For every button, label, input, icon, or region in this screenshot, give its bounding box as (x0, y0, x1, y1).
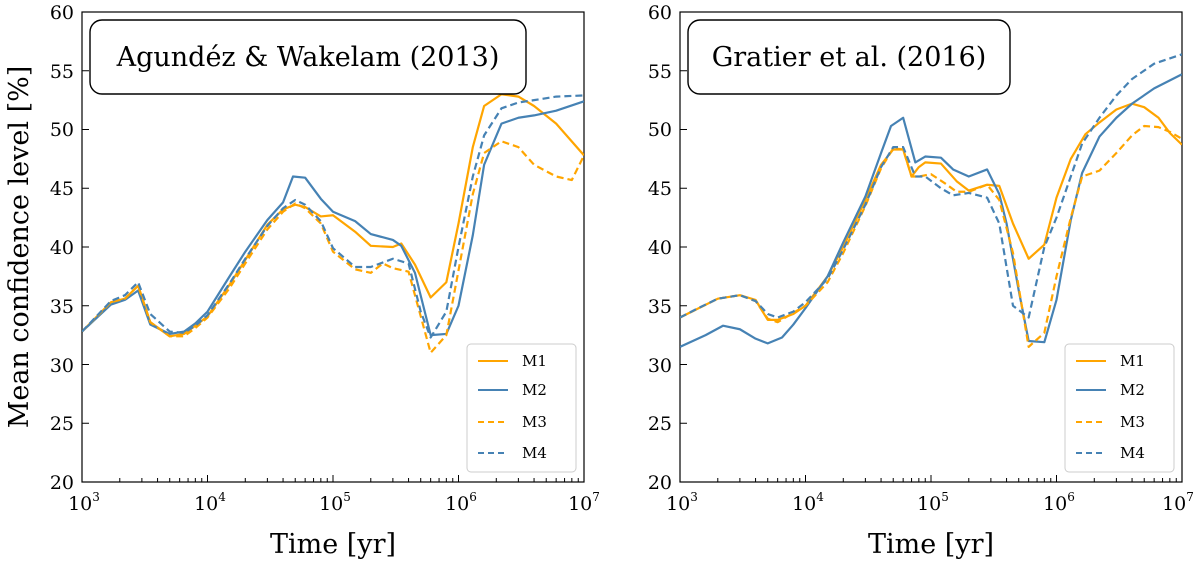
legend-label: M2 (1120, 381, 1145, 399)
series-line-m4 (82, 94, 584, 339)
series-line-m2 (82, 100, 584, 337)
xtick-label: 103 (666, 490, 698, 515)
legend-label: M4 (1120, 444, 1145, 462)
right-panel: 20 25 30 35 40 45 50 55 60 103 104 105 1… (648, 2, 1194, 560)
ytick-label: 50 (50, 119, 74, 141)
right-ytick-labels: 20 25 30 35 40 45 50 55 60 (648, 2, 672, 494)
ytick-label: 50 (648, 119, 672, 141)
xtick-label: 107 (1162, 490, 1194, 515)
right-legend: M1 M2 M3 M4 (1064, 343, 1175, 473)
right-xtick-labels: 103 104 105 106 107 (666, 490, 1194, 515)
series-line-m3 (82, 140, 584, 354)
right-title-box (687, 19, 1011, 95)
left-legend: M1 M2 M3 M4 (466, 343, 577, 473)
left-title-box (89, 19, 527, 95)
ytick-label: 25 (50, 413, 74, 435)
xtick-label: 106 (445, 490, 477, 515)
xtick-label: 107 (568, 490, 600, 515)
right-x-axis-label: Time [yr] (868, 529, 994, 560)
xtick-label: 103 (68, 490, 100, 515)
ytick-label: 25 (648, 413, 672, 435)
ytick-label: 20 (50, 472, 74, 494)
legend-frame (1064, 343, 1175, 473)
legend-label: M3 (1120, 413, 1145, 431)
xtick-label: 105 (319, 490, 351, 515)
ytick-label: 40 (50, 237, 74, 259)
right-title: Gratier et al. (2016) (712, 42, 987, 73)
ytick-label: 60 (50, 2, 74, 24)
left-x-axis-label: Time [yr] (270, 529, 396, 560)
left-ytick-labels: 20 25 30 35 40 45 50 55 60 (50, 2, 74, 494)
ytick-label: 35 (50, 296, 74, 318)
legend-frame (466, 343, 577, 473)
ytick-label: 45 (50, 178, 74, 200)
ytick-label: 55 (50, 61, 74, 83)
ytick-label: 55 (648, 61, 672, 83)
xtick-label: 104 (792, 490, 824, 515)
xtick-label: 106 (1043, 490, 1075, 515)
series-line-m2 (680, 73, 1182, 348)
ytick-label: 35 (648, 296, 672, 318)
xtick-label: 104 (194, 490, 226, 515)
ytick-label: 45 (648, 178, 672, 200)
series-line-m3 (680, 124, 1182, 348)
left-series (82, 93, 584, 354)
legend-label: M3 (522, 413, 547, 431)
left-xtick-labels: 103 104 105 106 107 (68, 490, 600, 515)
ytick-label: 60 (648, 2, 672, 24)
legend-label: M2 (522, 381, 547, 399)
xtick-label: 105 (917, 490, 949, 515)
left-panel: 20 25 30 35 40 45 50 55 60 103 104 105 1… (4, 2, 600, 560)
series-line-m4 (680, 53, 1182, 319)
left-title: Agundéz & Wakelam (2013) (116, 42, 500, 73)
ytick-label: 40 (648, 237, 672, 259)
ytick-label: 30 (50, 355, 74, 377)
right-ticks (679, 11, 1183, 483)
legend-label: M1 (1120, 352, 1145, 370)
left-y-axis-label: Mean confidence level [%] (4, 66, 35, 429)
ytick-label: 20 (648, 472, 672, 494)
left-ticks (81, 11, 585, 483)
legend-label: M4 (522, 444, 547, 462)
legend-label: M1 (522, 352, 547, 370)
right-series (680, 53, 1182, 348)
ytick-label: 30 (648, 355, 672, 377)
